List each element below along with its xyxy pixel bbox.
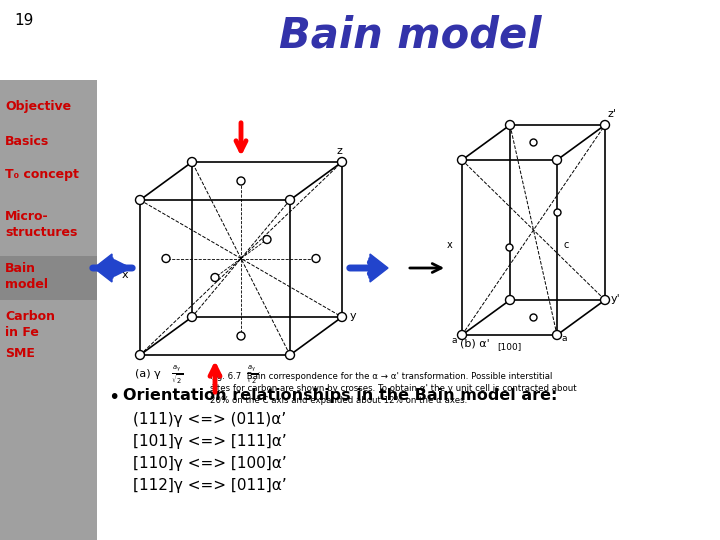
Text: c: c <box>563 240 568 249</box>
Text: Carbon
in Fe: Carbon in Fe <box>5 310 55 339</box>
Circle shape <box>187 313 197 321</box>
Text: •: • <box>108 388 120 407</box>
Bar <box>0 80 97 540</box>
Text: x: x <box>212 377 218 387</box>
Circle shape <box>286 350 294 360</box>
Circle shape <box>505 295 515 305</box>
Circle shape <box>338 158 346 166</box>
Text: a: a <box>451 336 457 345</box>
Circle shape <box>263 235 271 244</box>
Circle shape <box>530 314 537 321</box>
Text: [110]γ <=> [100]α’: [110]γ <=> [100]α’ <box>133 456 287 471</box>
Text: SME: SME <box>5 347 35 360</box>
Circle shape <box>600 120 610 130</box>
Circle shape <box>237 177 245 185</box>
Text: x: x <box>122 269 128 280</box>
Text: (b) α': (b) α' <box>460 339 490 349</box>
Circle shape <box>457 330 467 340</box>
Circle shape <box>312 254 320 262</box>
Circle shape <box>552 330 562 340</box>
Circle shape <box>162 254 170 262</box>
FancyArrow shape <box>94 254 113 282</box>
Text: (a) γ: (a) γ <box>135 369 161 379</box>
Circle shape <box>211 273 219 281</box>
Circle shape <box>506 244 513 251</box>
Text: [101]γ <=> [111]α’: [101]γ <=> [111]α’ <box>133 434 287 449</box>
Circle shape <box>187 158 197 166</box>
Text: T₀ concept: T₀ concept <box>5 168 79 181</box>
Circle shape <box>135 350 145 360</box>
Text: $\frac{a_\gamma}{\sqrt{2}}$: $\frac{a_\gamma}{\sqrt{2}}$ <box>246 363 258 386</box>
Text: Bain
model: Bain model <box>5 262 48 291</box>
Text: z: z <box>336 146 342 156</box>
Circle shape <box>237 332 245 340</box>
Text: Bain model: Bain model <box>279 15 541 57</box>
Circle shape <box>552 156 562 165</box>
Text: y: y <box>350 311 356 321</box>
Text: [112]γ <=> [011]α’: [112]γ <=> [011]α’ <box>133 478 287 493</box>
Text: (111)γ <=> (011)α’: (111)γ <=> (011)α’ <box>133 412 287 427</box>
Circle shape <box>457 156 467 165</box>
Circle shape <box>554 209 561 216</box>
Text: Basics: Basics <box>5 135 49 148</box>
Circle shape <box>505 120 515 130</box>
Text: Fig. 6.7  Bain correspondence for the α → α' transformation. Possible interstiti: Fig. 6.7 Bain correspondence for the α →… <box>210 372 577 404</box>
Text: x: x <box>446 240 452 249</box>
Circle shape <box>530 139 537 146</box>
FancyArrow shape <box>369 254 388 282</box>
Bar <box>0 256 97 300</box>
Text: Orientation relationships in the Bain model are:: Orientation relationships in the Bain mo… <box>123 388 557 403</box>
Text: Micro-
structures: Micro- structures <box>5 210 77 239</box>
Text: y': y' <box>611 294 621 304</box>
Circle shape <box>338 313 346 321</box>
Text: z': z' <box>607 109 616 119</box>
Text: Objective: Objective <box>5 100 71 113</box>
Text: $\frac{a_\gamma}{\sqrt{2}}$: $\frac{a_\gamma}{\sqrt{2}}$ <box>171 363 184 386</box>
Circle shape <box>600 295 610 305</box>
Text: 19: 19 <box>14 13 33 28</box>
Circle shape <box>286 195 294 205</box>
Text: [100]: [100] <box>498 342 521 351</box>
Circle shape <box>135 195 145 205</box>
Text: a: a <box>561 334 567 343</box>
